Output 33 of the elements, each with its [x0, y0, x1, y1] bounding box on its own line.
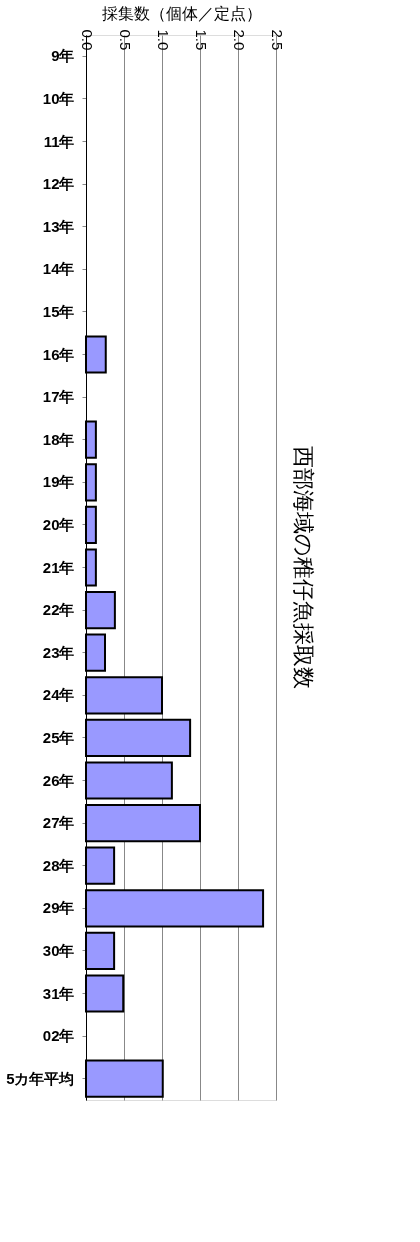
y-tick-label: 19年: [42, 473, 75, 491]
y-tick-label: 13年: [42, 217, 75, 235]
y-tick-label: 14年: [42, 260, 75, 278]
text: 西部海域の稚仔魚採取数: [291, 446, 316, 689]
y-tick-label: 15年: [42, 302, 75, 320]
y-tick-label: 11年: [43, 132, 75, 150]
y-tick-label: 18年: [42, 430, 75, 448]
y-tick-label: 26年: [42, 771, 75, 789]
y-tick-label: 21年: [42, 558, 75, 576]
x-tick-label: 0.5: [116, 29, 134, 51]
y-tick-label: 5カ年平均: [6, 1069, 75, 1087]
x-tick-label: 0.0: [78, 29, 96, 51]
y-tick-label: 29年: [42, 899, 75, 917]
y-tick-label: 17年: [42, 388, 75, 406]
y-tick-label: 20年: [42, 515, 75, 533]
y-tick-label: 12年: [42, 175, 75, 193]
y-tick-label: 25年: [42, 728, 75, 746]
y-tick-label: 10年: [42, 89, 75, 107]
x-tick-label: 2.0: [230, 29, 248, 51]
y-tick-label: 22年: [42, 601, 75, 619]
y-tick-label: 16年: [42, 345, 75, 363]
x-axis-title: 採集数（個体／定点）: [101, 4, 262, 22]
y-tick-label: 28年: [42, 856, 75, 874]
y-tick-label: 23年: [42, 643, 75, 661]
x-tick-label: 2.5: [268, 29, 286, 51]
y-tick-label: 24年: [42, 686, 75, 704]
y-tick-label: 02年: [42, 1027, 75, 1045]
y-tick-label: 27年: [42, 814, 75, 832]
x-tick-label: 1.0: [154, 29, 172, 51]
x-tick-label: 1.5: [192, 29, 210, 51]
y-tick-label: 30年: [42, 941, 75, 959]
y-tick-label: 9年: [51, 47, 75, 65]
y-tick-label: 31年: [42, 984, 75, 1002]
